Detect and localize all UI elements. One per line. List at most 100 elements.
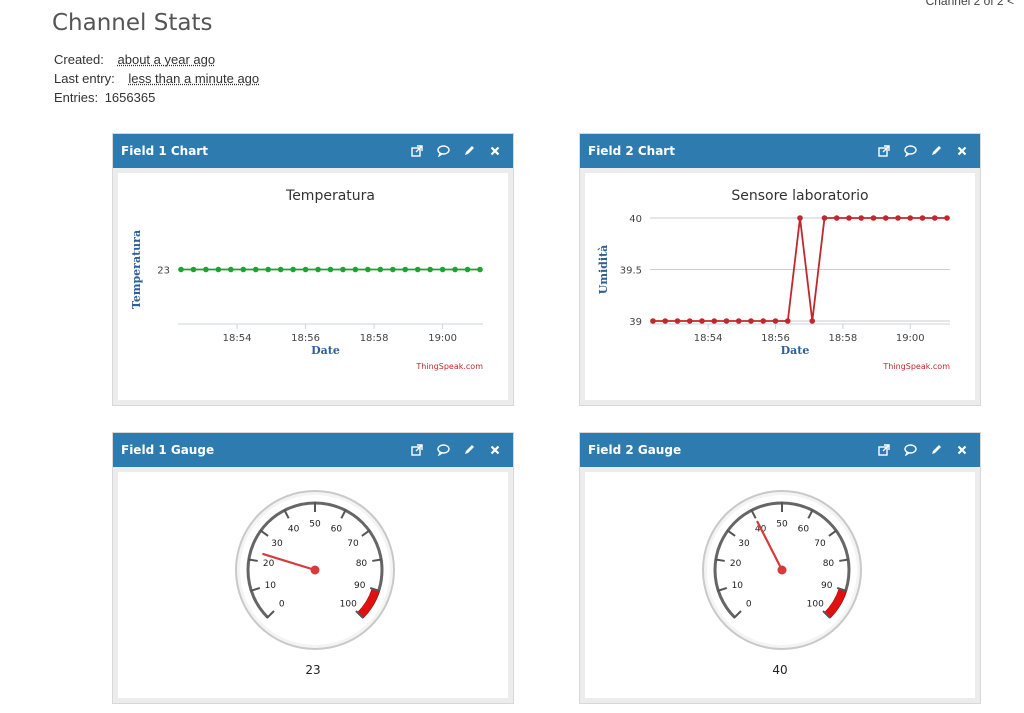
- data-point[interactable]: [190, 266, 197, 273]
- gauge-pivot: [777, 565, 787, 575]
- data-point[interactable]: [277, 266, 284, 273]
- data-point[interactable]: [414, 266, 421, 273]
- gauge-svg: 010 20 30 40 50 60 70 80 90 100: [235, 490, 395, 650]
- panel-title: Field 1 Gauge: [121, 443, 215, 457]
- data-point[interactable]: [699, 318, 705, 324]
- data-point[interactable]: [240, 266, 247, 273]
- data-point[interactable]: [821, 215, 828, 221]
- credit-link[interactable]: ThingSpeak.com: [882, 362, 950, 371]
- data-point[interactable]: [931, 215, 938, 221]
- gauge-tick-label: 0: [279, 600, 285, 610]
- data-point[interactable]: [686, 318, 693, 324]
- last-entry-value: less than a minute ago: [128, 71, 260, 86]
- comment-icon[interactable]: [902, 442, 918, 458]
- data-point[interactable]: [315, 266, 321, 273]
- data-point[interactable]: [944, 215, 950, 221]
- data-point[interactable]: [895, 215, 901, 221]
- gauge-area: 0 10 20 30 40 50 60 70 80 90 100 23: [118, 472, 508, 698]
- data-point[interactable]: [662, 318, 669, 324]
- entries-value: 1656365: [104, 90, 156, 105]
- gauge-tick-label: 70: [347, 539, 359, 549]
- data-point[interactable]: [809, 318, 816, 324]
- gauge-tick-label: 40: [288, 525, 300, 535]
- gauge-tick-label: 10: [732, 581, 744, 591]
- comment-icon[interactable]: [435, 143, 451, 159]
- gauge-tick: [717, 586, 728, 592]
- data-point[interactable]: [723, 318, 730, 324]
- pencil-icon[interactable]: [928, 143, 944, 159]
- chart-area: Sensore laboratorio 39 39.5 40 18:54 18:56 18:…: [585, 173, 975, 400]
- data-point[interactable]: [352, 266, 359, 273]
- data-point[interactable]: [228, 266, 234, 273]
- data-point[interactable]: [439, 266, 446, 273]
- gauge-tick-label: 80: [823, 559, 835, 569]
- data-point[interactable]: [389, 266, 396, 273]
- data-point[interactable]: [402, 266, 409, 273]
- pencil-icon[interactable]: [928, 442, 944, 458]
- data-point[interactable]: [846, 215, 852, 221]
- gauge-tick-label: 90: [821, 581, 833, 591]
- data-point[interactable]: [650, 318, 656, 324]
- data-point[interactable]: [735, 318, 742, 324]
- data-point[interactable]: [907, 215, 914, 221]
- data-point[interactable]: [833, 215, 840, 221]
- panel-toolbar: [409, 143, 503, 159]
- data-point[interactable]: [327, 266, 334, 273]
- comment-icon[interactable]: [902, 143, 918, 159]
- created-value: about a year ago: [117, 52, 216, 67]
- data-point[interactable]: [477, 266, 483, 273]
- comment-icon[interactable]: [435, 442, 451, 458]
- pencil-icon[interactable]: [461, 442, 477, 458]
- data-point[interactable]: [452, 266, 458, 273]
- chart-title: Sensore laboratorio: [731, 188, 868, 204]
- data-point[interactable]: [302, 266, 309, 273]
- gauge-needle: [756, 520, 783, 571]
- gauge-area: 010203040506070809010040: [585, 472, 975, 698]
- data-point[interactable]: [427, 266, 433, 273]
- external-link-icon[interactable]: [876, 143, 892, 159]
- data-point[interactable]: [203, 266, 209, 273]
- close-icon[interactable]: [954, 143, 970, 159]
- data-point[interactable]: [252, 266, 259, 273]
- panel-toolbar: [876, 442, 970, 458]
- data-point[interactable]: [340, 266, 346, 273]
- data-point[interactable]: [882, 215, 889, 221]
- gauge-value: 23: [305, 663, 321, 677]
- entries-row: Entries: 1656365: [54, 90, 155, 105]
- close-icon[interactable]: [487, 442, 503, 458]
- data-point[interactable]: [377, 266, 384, 273]
- data-point[interactable]: [290, 266, 296, 273]
- y-tick-label: 39.5: [620, 266, 642, 277]
- gauge-tick: [733, 610, 742, 619]
- data-point[interactable]: [870, 215, 877, 221]
- close-icon[interactable]: [487, 143, 503, 159]
- panel-toolbar: [876, 143, 970, 159]
- data-point[interactable]: [711, 318, 718, 324]
- data-point[interactable]: [784, 318, 791, 324]
- field-1-chart-panel: Field 1 Chart Temperatura 23 18:54 18:56 18:…: [112, 133, 514, 406]
- x-tick-label: 18:58: [828, 333, 857, 344]
- external-link-icon[interactable]: [409, 442, 425, 458]
- data-point[interactable]: [464, 266, 471, 273]
- data-point[interactable]: [858, 215, 865, 221]
- data-point[interactable]: [919, 215, 926, 221]
- data-point[interactable]: [265, 266, 272, 273]
- channel-pager[interactable]: Channel 2 of 2 <: [925, 0, 1014, 8]
- close-icon[interactable]: [954, 442, 970, 458]
- gauge-tick: [340, 508, 347, 519]
- gauge-tick-label: 90: [354, 581, 366, 591]
- data-point[interactable]: [365, 266, 371, 273]
- x-tick-label: 18:58: [360, 333, 389, 344]
- data-point[interactable]: [760, 318, 767, 324]
- data-point[interactable]: [215, 266, 222, 273]
- data-point[interactable]: [797, 215, 803, 221]
- pencil-icon[interactable]: [461, 143, 477, 159]
- credit-link[interactable]: ThingSpeak.com: [415, 362, 483, 371]
- external-link-icon[interactable]: [876, 442, 892, 458]
- external-link-icon[interactable]: [409, 143, 425, 159]
- data-point[interactable]: [674, 318, 681, 324]
- data-point[interactable]: [748, 318, 754, 324]
- data-point[interactable]: [772, 318, 779, 324]
- data-point[interactable]: [178, 266, 184, 273]
- x-axis-label: Date: [311, 344, 340, 357]
